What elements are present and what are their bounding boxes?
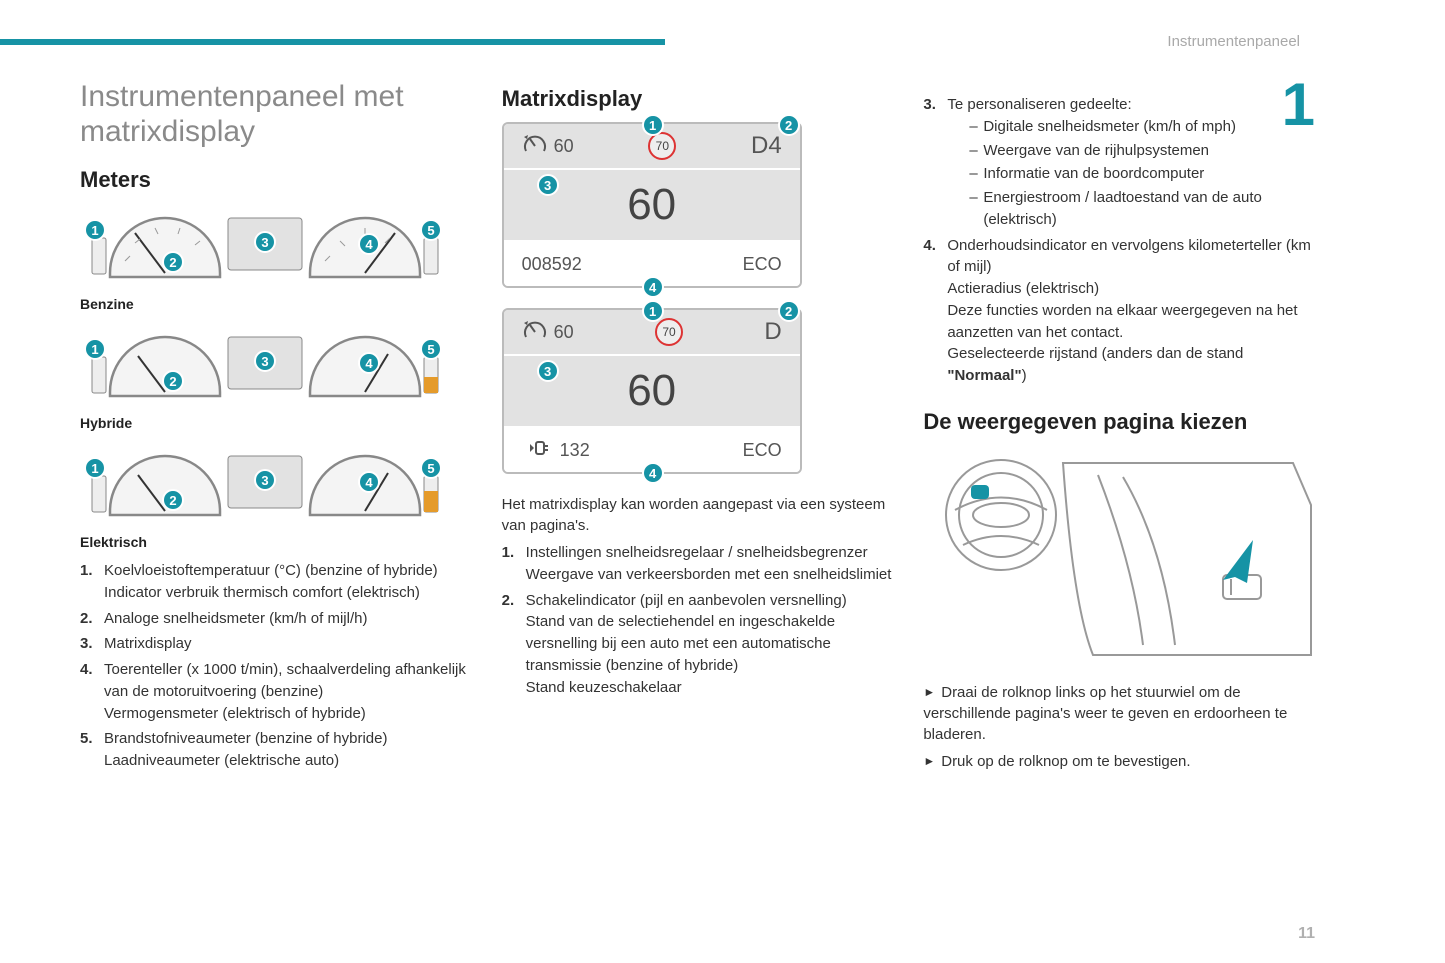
gear-indicator: D bbox=[764, 318, 781, 346]
list-item: Schakelindicator (pijl en aanbevolen ver… bbox=[502, 590, 894, 699]
list-line-part: Geselecteerde rijstand (anders dan de st… bbox=[947, 345, 1243, 362]
callout-5: 5 bbox=[420, 219, 442, 241]
page-number: 11 bbox=[1298, 925, 1315, 943]
speed-value: 60 bbox=[627, 180, 676, 230]
page-title: Instrumentenpaneel met matrixdisplay bbox=[80, 80, 472, 149]
list-line: Weergave van verkeersborden met een snel… bbox=[526, 564, 894, 586]
list-item: Onderhoudsindicator en vervolgens kilome… bbox=[923, 235, 1315, 387]
odometer-value: 008592 bbox=[522, 254, 582, 275]
section-heading-meters: Meters bbox=[80, 167, 472, 193]
section-heading-choose-page: De weergegeven pagina kiezen bbox=[923, 409, 1315, 435]
speed-limit-sign: 70 bbox=[648, 132, 676, 160]
callout-1: 1 bbox=[84, 219, 106, 241]
instruction-bullet: Druk op de rolknop om te bevestigen. bbox=[923, 751, 1315, 772]
list-line: Stand keuzeschakelaar bbox=[526, 677, 894, 699]
list-line: Schakelindicator (pijl en aanbevolen ver… bbox=[526, 590, 894, 612]
callout-1: 1 bbox=[84, 338, 106, 360]
header-section-label: Instrumentenpaneel bbox=[1167, 33, 1300, 50]
list-item: Instellingen snelheidsregelaar / snelhei… bbox=[502, 542, 894, 586]
charging-plug-icon bbox=[522, 438, 552, 463]
sub-list-item: Energiestroom / laadtoestand van de auto… bbox=[969, 187, 1315, 231]
speed-limit-sign: 70 bbox=[655, 318, 683, 346]
list-line: Indicator verbruik thermisch comfort (el… bbox=[104, 582, 472, 604]
instruction-bullet: Draai de rolknop links op het stuurwiel … bbox=[923, 682, 1315, 745]
section-heading-matrix: Matrixdisplay bbox=[502, 86, 894, 112]
list-line-bold: "Normaal" bbox=[947, 367, 1021, 384]
cluster-illustration-elektrisch: 1 2 3 4 5 bbox=[80, 441, 450, 526]
sub-list-item: Informatie van de boordcomputer bbox=[969, 163, 1315, 185]
sub-list-item: Weergave van de rijhulpsystemen bbox=[969, 140, 1315, 162]
matrix-panel-b: 60 70 D 60 132 ECO bbox=[502, 308, 802, 474]
matrix-intro-text: Het matrixdisplay kan worden aangepast v… bbox=[502, 494, 894, 536]
cruise-value: 60 bbox=[554, 322, 574, 343]
list-line: Stand van de selectiehendel en ingeschak… bbox=[526, 611, 894, 676]
matrix-panel-a: 60 70 D4 60 008592 ECO 1 2 3 4 bbox=[502, 122, 802, 288]
list-item: Koelvloeistoftemperatuur (°C) (benzine o… bbox=[80, 560, 472, 604]
drive-mode: ECO bbox=[743, 254, 782, 275]
callout-2: 2 bbox=[162, 251, 184, 273]
list-line: Deze functies worden na elkaar weergegev… bbox=[947, 300, 1315, 344]
list-line: Koelvloeistoftemperatuur (°C) (benzine o… bbox=[104, 560, 472, 582]
cruise-value: 60 bbox=[554, 136, 574, 157]
cluster-illustration-benzine: 1 2 3 4 5 bbox=[80, 203, 450, 288]
callout-2: 2 bbox=[162, 489, 184, 511]
list-line-tail: ) bbox=[1022, 367, 1027, 384]
cruise-control-icon bbox=[522, 319, 548, 346]
callout-5: 5 bbox=[420, 338, 442, 360]
sub-list: Digitale snelheidsmeter (km/h of mph) We… bbox=[947, 116, 1315, 231]
list-line: Instellingen snelheidsregelaar / snelhei… bbox=[526, 542, 894, 564]
matrix-legend-list: Instellingen snelheidsregelaar / snelhei… bbox=[502, 542, 894, 698]
list-item: Brandstofniveaumeter (benzine of hybride… bbox=[80, 728, 472, 772]
callout-3: 3 bbox=[537, 174, 559, 196]
steering-illustration bbox=[923, 445, 1313, 670]
meters-legend-list: Koelvloeistoftemperatuur (°C) (benzine o… bbox=[80, 560, 472, 772]
column-2: Matrixdisplay 60 70 D4 60 0 bbox=[502, 80, 894, 913]
callout-4: 4 bbox=[358, 471, 380, 493]
list-line: Actieradius (elektrisch) bbox=[947, 278, 1315, 300]
column-1: Instrumentenpaneel met matrixdisplay Met… bbox=[80, 80, 472, 913]
callout-1: 1 bbox=[642, 114, 664, 136]
sub-list-item: Digitale snelheidsmeter (km/h of mph) bbox=[969, 116, 1315, 138]
page-columns: Instrumentenpaneel met matrixdisplay Met… bbox=[80, 80, 1315, 913]
cruise-control-icon bbox=[522, 133, 548, 160]
list-line: Geselecteerde rijstand (anders dan de st… bbox=[947, 343, 1315, 387]
column-3: Te personaliseren gedeelte: Digitale sne… bbox=[923, 80, 1315, 913]
callout-1: 1 bbox=[84, 457, 106, 479]
callout-4: 4 bbox=[358, 352, 380, 374]
list-line: Laadniveaumeter (elektrische auto) bbox=[104, 750, 472, 772]
caption-benzine: Benzine bbox=[80, 296, 472, 312]
gear-indicator: D4 bbox=[751, 132, 782, 160]
callout-3: 3 bbox=[254, 469, 276, 491]
list-line: Brandstofniveaumeter (benzine of hybride… bbox=[104, 728, 472, 750]
callout-2: 2 bbox=[778, 114, 800, 136]
list-item: Analoge snelheidsmeter (km/h of mijl/h) bbox=[80, 608, 472, 630]
list-line: Vermogensmeter (elektrisch of hybride) bbox=[104, 703, 472, 725]
drive-mode: ECO bbox=[743, 440, 782, 461]
caption-elektrisch: Elektrisch bbox=[80, 534, 472, 550]
list-line: Toerenteller (x 1000 t/min), schaalverde… bbox=[104, 659, 472, 703]
callout-4: 4 bbox=[358, 233, 380, 255]
matrix-legend-continued: Te personaliseren gedeelte: Digitale sne… bbox=[923, 94, 1315, 387]
callout-2: 2 bbox=[162, 370, 184, 392]
list-item: Toerenteller (x 1000 t/min), schaalverde… bbox=[80, 659, 472, 724]
cluster-illustration-hybride: 1 2 3 4 5 bbox=[80, 322, 450, 407]
list-item: Matrixdisplay bbox=[80, 633, 472, 655]
callout-5: 5 bbox=[420, 457, 442, 479]
caption-hybride: Hybride bbox=[80, 415, 472, 431]
callout-4: 4 bbox=[642, 462, 664, 484]
speed-value: 60 bbox=[627, 366, 676, 416]
callout-4: 4 bbox=[642, 276, 664, 298]
callout-1: 1 bbox=[642, 300, 664, 322]
list-line: Onderhoudsindicator en vervolgens kilome… bbox=[947, 235, 1315, 279]
callout-3: 3 bbox=[254, 231, 276, 253]
list-line: Te personaliseren gedeelte: bbox=[947, 94, 1315, 116]
list-item: Te personaliseren gedeelte: Digitale sne… bbox=[923, 94, 1315, 231]
callout-3: 3 bbox=[254, 350, 276, 372]
range-value: 132 bbox=[560, 440, 590, 461]
callout-3: 3 bbox=[537, 360, 559, 382]
callout-2: 2 bbox=[778, 300, 800, 322]
header-rule bbox=[0, 39, 665, 45]
list-line: Matrixdisplay bbox=[104, 633, 472, 655]
list-line: Analoge snelheidsmeter (km/h of mijl/h) bbox=[104, 608, 472, 630]
